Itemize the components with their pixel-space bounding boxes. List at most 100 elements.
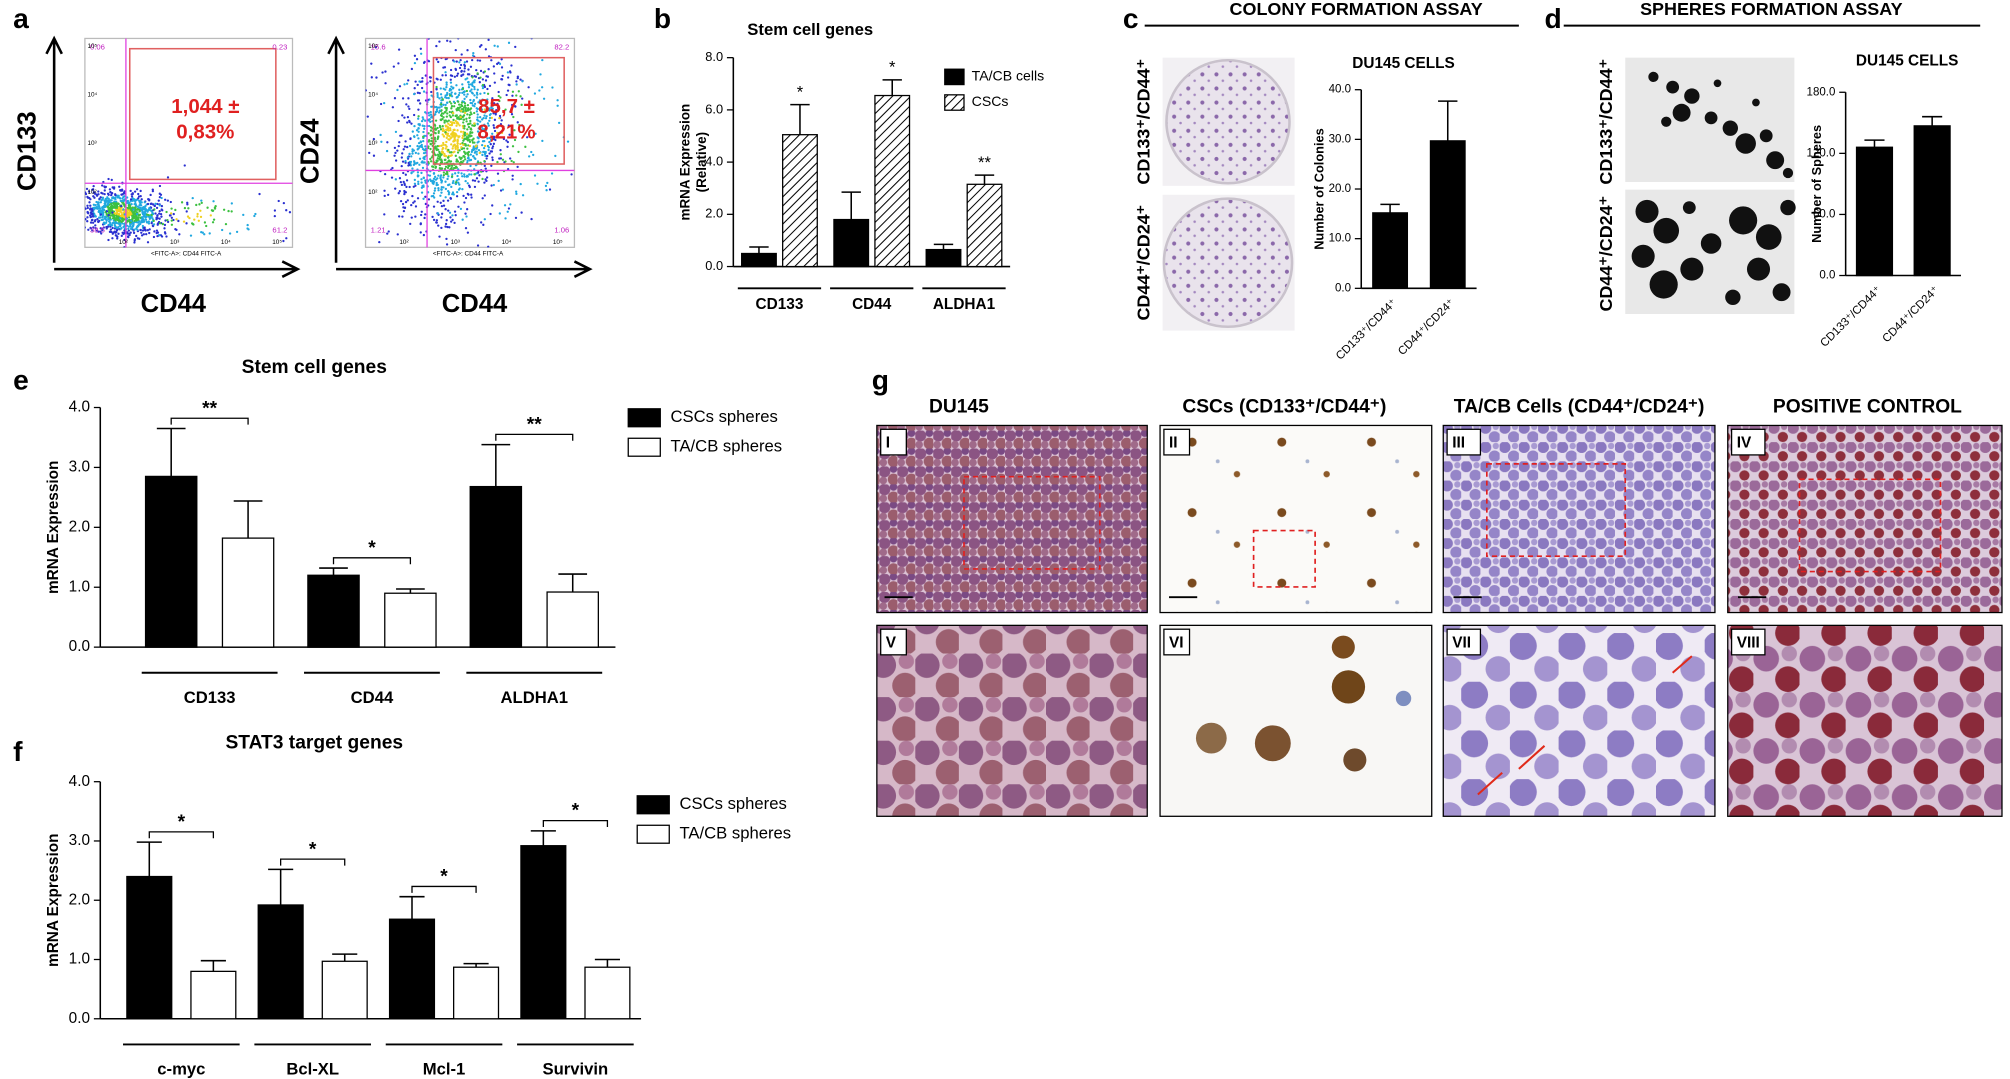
event-dot <box>157 199 160 202</box>
x-tick-label: 10⁴ <box>502 239 512 246</box>
event-dot <box>421 160 424 163</box>
event-dot <box>475 11 477 13</box>
event-dot <box>64 211 66 213</box>
event-dot <box>499 153 502 156</box>
event-dot <box>127 207 130 210</box>
bar <box>257 904 304 1020</box>
event-dot <box>102 212 105 215</box>
event-dot <box>421 76 424 80</box>
event-dot <box>302 203 304 205</box>
panel-label: g <box>872 363 889 395</box>
event-dot <box>490 116 493 119</box>
event-dot <box>480 44 483 47</box>
event-dot <box>454 147 457 151</box>
event-dot <box>427 198 431 201</box>
event-dot <box>210 209 214 212</box>
event-dot <box>134 204 138 207</box>
event-dot <box>402 148 405 151</box>
event-dot <box>117 232 120 235</box>
event-dot <box>469 119 472 123</box>
event-dot <box>439 178 443 182</box>
event-dot <box>424 181 427 184</box>
event-dot <box>408 152 411 156</box>
shape <box>1252 529 1316 588</box>
shape <box>1729 206 1758 235</box>
event-dot <box>417 115 420 118</box>
event-dot <box>461 188 464 191</box>
event-dot <box>445 140 448 144</box>
event-dot <box>463 124 466 128</box>
event-dot <box>430 156 433 159</box>
event-dot <box>457 178 460 181</box>
shape <box>1680 257 1704 281</box>
micrograph-grid: DU145 CSCs (CD133⁺/CD44⁺) TA/CB Cells (C… <box>876 397 2003 817</box>
event-dot <box>454 92 457 95</box>
event-dot <box>455 166 458 169</box>
event-dot <box>467 68 470 71</box>
event-dot <box>199 215 203 219</box>
event-dot <box>492 126 496 129</box>
event-dot <box>449 197 453 200</box>
chart-title: STAT3 target genes <box>225 732 403 753</box>
event-dot <box>463 173 466 176</box>
event-dot <box>454 214 457 217</box>
event-dot <box>137 199 141 202</box>
event-dot <box>509 203 512 206</box>
event-dot <box>483 181 486 184</box>
panel-tag: VI <box>1169 634 1184 651</box>
event-dot <box>144 204 147 208</box>
event-dot <box>84 207 87 210</box>
event-dot <box>378 240 381 244</box>
event-dot <box>158 222 162 225</box>
event-dot <box>476 88 479 91</box>
event-dot <box>452 140 455 143</box>
event-dot <box>435 221 438 224</box>
event-dot <box>465 89 469 93</box>
event-dot <box>611 264 613 266</box>
event-dot <box>474 75 478 78</box>
event-dot <box>454 68 458 72</box>
event-dot <box>431 179 434 182</box>
event-dot <box>501 34 503 36</box>
event-dot <box>444 222 448 226</box>
event-dot <box>383 194 386 198</box>
event-dot <box>380 140 383 143</box>
event-dot <box>118 223 121 226</box>
y-tick-label: 0.0 <box>69 638 90 655</box>
shape <box>1331 670 1366 704</box>
event-dot <box>507 124 510 127</box>
event-dot <box>104 200 108 203</box>
event-dot <box>422 130 425 134</box>
event-dot <box>391 106 395 109</box>
event-dot <box>481 86 485 90</box>
event-dot <box>422 61 426 65</box>
event-dot <box>456 121 459 125</box>
column-title: CSCs (CD133⁺/CD44⁺) <box>1182 397 1386 418</box>
y-axis-label: Number of Spheres <box>1809 125 1824 243</box>
event-dot <box>439 158 443 161</box>
event-dot <box>450 136 453 139</box>
flow-events <box>352 11 613 266</box>
event-dot <box>119 228 122 231</box>
annotation: 1,044 ± <box>171 95 239 118</box>
event-dot <box>86 220 89 223</box>
event-dot <box>118 185 121 188</box>
event-dot <box>460 107 464 111</box>
shape <box>1343 748 1367 772</box>
event-dot <box>475 177 479 180</box>
event-dot <box>481 118 484 121</box>
event-dot <box>352 228 354 230</box>
bar <box>546 591 599 648</box>
event-dot <box>478 99 481 102</box>
event-dot <box>459 117 462 121</box>
event-dot <box>410 203 413 207</box>
event-dot <box>97 230 100 233</box>
event-dot <box>413 87 416 90</box>
significance: ** <box>978 153 991 172</box>
event-dot <box>477 180 480 183</box>
event-dot <box>449 167 453 170</box>
event-dot <box>451 151 455 154</box>
event-dot <box>445 96 448 100</box>
y-axis-label: Number of Colonies <box>1312 128 1327 250</box>
